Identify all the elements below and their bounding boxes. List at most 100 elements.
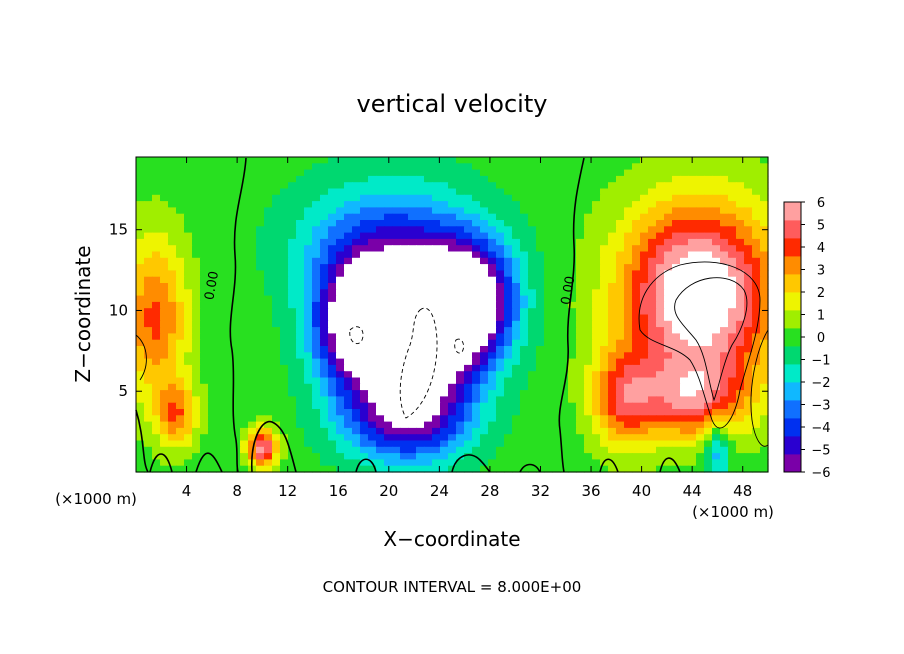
heatmap-cell [696, 421, 705, 429]
heatmap-cell [528, 459, 537, 467]
heatmap-cell [632, 213, 641, 221]
heatmap-cell [304, 427, 313, 435]
heatmap-cell [456, 238, 465, 246]
heatmap-cell [472, 346, 481, 353]
heatmap-cell [752, 232, 761, 240]
heatmap-cell [160, 201, 169, 208]
heatmap-cell [512, 339, 521, 347]
heatmap-cell [672, 327, 681, 334]
heatmap-cell [648, 377, 657, 385]
heatmap-cell [560, 364, 569, 372]
heatmap-cell [200, 270, 209, 278]
heatmap-cell [568, 364, 577, 372]
heatmap-cell [192, 201, 201, 208]
heatmap-cell [424, 314, 433, 322]
heatmap-cell [344, 301, 353, 309]
heatmap-cell [360, 283, 369, 290]
heatmap-cell [752, 339, 761, 347]
heatmap-cell [304, 188, 313, 196]
heatmap-cell [616, 201, 625, 208]
heatmap-cell [496, 339, 505, 347]
heatmap-cell [352, 283, 361, 290]
heatmap-cell [312, 320, 321, 328]
heatmap-cell [496, 390, 505, 397]
heatmap-cell [640, 339, 649, 347]
heatmap-cell [152, 434, 161, 442]
heatmap-cell [664, 377, 673, 385]
heatmap-cell [232, 251, 241, 259]
heatmap-cell [360, 364, 369, 372]
heatmap-cell [480, 264, 489, 271]
heatmap-cell [760, 289, 769, 297]
heatmap-cell [392, 220, 401, 227]
heatmap-cell [272, 327, 281, 334]
heatmap-cell [448, 169, 457, 177]
heatmap-cell [256, 213, 265, 221]
heatmap-cell [336, 201, 345, 208]
heatmap-cell [680, 377, 689, 385]
heatmap-cell [448, 220, 457, 227]
heatmap-cell [296, 327, 305, 334]
heatmap-cell [552, 182, 561, 190]
heatmap-cell [240, 327, 249, 334]
heatmap-cell [408, 377, 417, 385]
heatmap-cell [680, 415, 689, 423]
heatmap-cell [752, 377, 761, 385]
heatmap-cell [192, 383, 201, 391]
heatmap-cell [752, 415, 761, 423]
heatmap-cell [280, 270, 289, 278]
heatmap-cell [176, 264, 185, 271]
heatmap-cell [328, 270, 337, 278]
heatmap-cell [456, 251, 465, 259]
heatmap-cell [360, 371, 369, 379]
heatmap-cell [584, 314, 593, 322]
heatmap-cell [624, 346, 633, 353]
heatmap-cell [440, 390, 449, 397]
heatmap-cell [256, 327, 265, 334]
heatmap-cell [264, 327, 273, 334]
heatmap-cell [384, 220, 393, 227]
heatmap-cell [624, 207, 633, 215]
heatmap-cell [760, 201, 769, 208]
heatmap-cell [728, 440, 737, 448]
heatmap-cell [264, 446, 273, 454]
heatmap-cell [656, 220, 665, 227]
heatmap-cell [240, 232, 249, 240]
heatmap-cell [600, 201, 609, 208]
heatmap-cell [712, 415, 721, 423]
heatmap-cell [472, 427, 481, 435]
heatmap-cell [344, 415, 353, 423]
heatmap-cell [336, 415, 345, 423]
heatmap-cell [248, 327, 257, 334]
heatmap-cell [296, 364, 305, 372]
positive-contour-right-outer [638, 261, 761, 429]
heatmap-cell [472, 396, 481, 404]
heatmap-cell [520, 390, 529, 397]
heatmap-cell [576, 446, 585, 454]
heatmap-cell [568, 402, 577, 410]
heatmap-cell [256, 238, 265, 246]
heatmap-cell [184, 194, 193, 202]
heatmap-cell [296, 289, 305, 297]
heatmap-cell [536, 308, 545, 316]
heatmap-cell [456, 182, 465, 190]
heatmap-cell [664, 346, 673, 353]
heatmap-cell [456, 308, 465, 316]
heatmap-cell [448, 358, 457, 366]
colorbar-swatch [784, 328, 801, 347]
heatmap-cell [392, 440, 401, 448]
heatmap-cell [656, 427, 665, 435]
heatmap-cell [176, 327, 185, 334]
heatmap-cell [664, 175, 673, 183]
heatmap-cell [288, 396, 297, 404]
heatmap-cell [264, 453, 273, 460]
heatmap-cell [424, 396, 433, 404]
heatmap-cell [728, 314, 737, 322]
heatmap-cell [384, 346, 393, 353]
heatmap-cell [344, 213, 353, 221]
heatmap-cell [168, 465, 177, 473]
heatmap-cell [152, 421, 161, 429]
heatmap-cell [584, 440, 593, 448]
heatmap-cell [336, 220, 345, 227]
heatmap-cell [512, 390, 521, 397]
